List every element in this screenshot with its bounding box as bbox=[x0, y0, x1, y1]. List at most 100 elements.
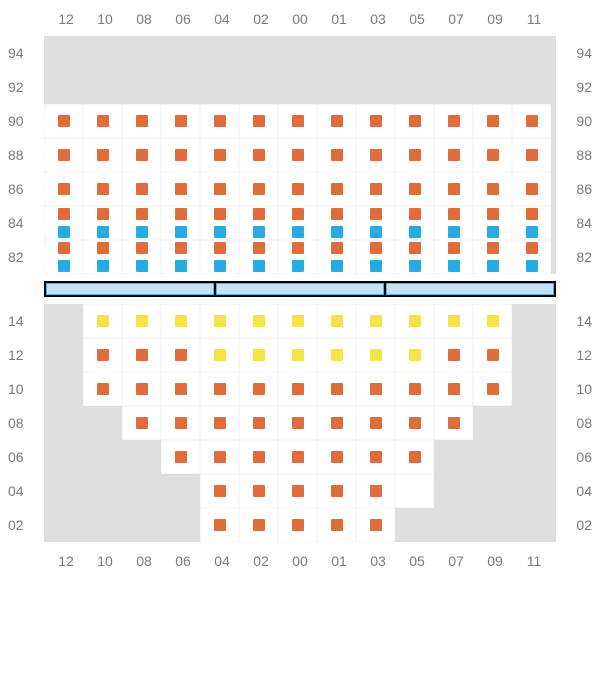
seat-marker[interactable] bbox=[175, 208, 187, 220]
seat-marker[interactable] bbox=[331, 226, 343, 238]
seat-marker[interactable] bbox=[175, 451, 187, 463]
seat-marker[interactable] bbox=[331, 260, 343, 272]
seat-marker[interactable] bbox=[136, 226, 148, 238]
seat-marker[interactable] bbox=[409, 349, 421, 361]
seat-marker[interactable] bbox=[136, 315, 148, 327]
seat-marker[interactable] bbox=[97, 149, 109, 161]
seat-marker[interactable] bbox=[97, 242, 109, 254]
seat-marker[interactable] bbox=[331, 451, 343, 463]
seat-marker[interactable] bbox=[292, 383, 304, 395]
seat-marker[interactable] bbox=[97, 315, 109, 327]
seat-marker[interactable] bbox=[331, 242, 343, 254]
seat-marker[interactable] bbox=[448, 383, 460, 395]
seat-marker[interactable] bbox=[97, 226, 109, 238]
seat-marker[interactable] bbox=[487, 149, 499, 161]
seat-marker[interactable] bbox=[292, 242, 304, 254]
seat-marker[interactable] bbox=[448, 149, 460, 161]
seat-marker[interactable] bbox=[292, 260, 304, 272]
seat-marker[interactable] bbox=[409, 226, 421, 238]
seat-marker[interactable] bbox=[292, 519, 304, 531]
seat-marker[interactable] bbox=[253, 485, 265, 497]
seat-marker[interactable] bbox=[214, 315, 226, 327]
seat-marker[interactable] bbox=[97, 115, 109, 127]
seat-marker[interactable] bbox=[331, 417, 343, 429]
seat-marker[interactable] bbox=[331, 183, 343, 195]
seat-marker[interactable] bbox=[214, 115, 226, 127]
seat-marker[interactable] bbox=[175, 115, 187, 127]
seat-marker[interactable] bbox=[331, 485, 343, 497]
seat-marker[interactable] bbox=[370, 149, 382, 161]
seat-marker[interactable] bbox=[175, 349, 187, 361]
seat-marker[interactable] bbox=[97, 183, 109, 195]
seat-marker[interactable] bbox=[136, 183, 148, 195]
seat-marker[interactable] bbox=[292, 226, 304, 238]
seat-marker[interactable] bbox=[253, 417, 265, 429]
seat-marker[interactable] bbox=[253, 315, 265, 327]
seat-marker[interactable] bbox=[214, 451, 226, 463]
seat-marker[interactable] bbox=[487, 115, 499, 127]
seat-marker[interactable] bbox=[292, 115, 304, 127]
seat-marker[interactable] bbox=[370, 260, 382, 272]
seat-marker[interactable] bbox=[370, 383, 382, 395]
seat-marker[interactable] bbox=[136, 260, 148, 272]
seat-marker[interactable] bbox=[58, 260, 70, 272]
seat-marker[interactable] bbox=[58, 183, 70, 195]
seat-marker[interactable] bbox=[409, 315, 421, 327]
seat-marker[interactable] bbox=[214, 519, 226, 531]
seat-marker[interactable] bbox=[409, 260, 421, 272]
seat-marker[interactable] bbox=[448, 115, 460, 127]
seat-marker[interactable] bbox=[370, 451, 382, 463]
seat-marker[interactable] bbox=[448, 242, 460, 254]
seat-marker[interactable] bbox=[331, 149, 343, 161]
seat-marker[interactable] bbox=[409, 149, 421, 161]
seat-marker[interactable] bbox=[136, 115, 148, 127]
seat-marker[interactable] bbox=[448, 183, 460, 195]
seat-marker[interactable] bbox=[526, 208, 538, 220]
seat-marker[interactable] bbox=[136, 149, 148, 161]
seat-marker[interactable] bbox=[214, 183, 226, 195]
seat-marker[interactable] bbox=[253, 115, 265, 127]
seat-marker[interactable] bbox=[136, 383, 148, 395]
seat-marker[interactable] bbox=[58, 226, 70, 238]
seat-marker[interactable] bbox=[214, 349, 226, 361]
seat-marker[interactable] bbox=[487, 208, 499, 220]
seat-marker[interactable] bbox=[292, 485, 304, 497]
seat-marker[interactable] bbox=[487, 226, 499, 238]
seat-marker[interactable] bbox=[136, 242, 148, 254]
seat-marker[interactable] bbox=[526, 183, 538, 195]
seat-marker[interactable] bbox=[253, 208, 265, 220]
seat-marker[interactable] bbox=[253, 242, 265, 254]
seat-marker[interactable] bbox=[136, 349, 148, 361]
seat-marker[interactable] bbox=[97, 260, 109, 272]
seat-marker[interactable] bbox=[253, 519, 265, 531]
seat-marker[interactable] bbox=[409, 115, 421, 127]
seat-marker[interactable] bbox=[331, 208, 343, 220]
seat-marker[interactable] bbox=[292, 149, 304, 161]
seat-marker[interactable] bbox=[409, 417, 421, 429]
seat-marker[interactable] bbox=[253, 226, 265, 238]
seat-marker[interactable] bbox=[253, 349, 265, 361]
seat-marker[interactable] bbox=[331, 115, 343, 127]
seat-marker[interactable] bbox=[370, 315, 382, 327]
seat-marker[interactable] bbox=[175, 383, 187, 395]
seat-marker[interactable] bbox=[331, 383, 343, 395]
seat-marker[interactable] bbox=[175, 242, 187, 254]
seat-marker[interactable] bbox=[331, 349, 343, 361]
seat-marker[interactable] bbox=[487, 383, 499, 395]
seat-marker[interactable] bbox=[175, 183, 187, 195]
seat-marker[interactable] bbox=[214, 383, 226, 395]
seat-marker[interactable] bbox=[214, 485, 226, 497]
seat-marker[interactable] bbox=[370, 417, 382, 429]
seat-marker[interactable] bbox=[370, 485, 382, 497]
seat-marker[interactable] bbox=[58, 149, 70, 161]
seat-marker[interactable] bbox=[214, 149, 226, 161]
seat-marker[interactable] bbox=[253, 383, 265, 395]
seat-marker[interactable] bbox=[370, 519, 382, 531]
seat-marker[interactable] bbox=[448, 315, 460, 327]
seat-marker[interactable] bbox=[526, 226, 538, 238]
seat-marker[interactable] bbox=[526, 242, 538, 254]
seat-marker[interactable] bbox=[370, 349, 382, 361]
seat-marker[interactable] bbox=[487, 260, 499, 272]
seat-marker[interactable] bbox=[370, 115, 382, 127]
seat-marker[interactable] bbox=[292, 451, 304, 463]
